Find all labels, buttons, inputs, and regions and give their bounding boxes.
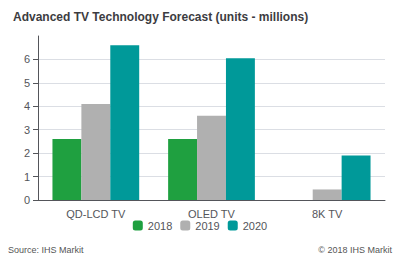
svg-text:6: 6: [24, 53, 30, 65]
svg-text:4: 4: [24, 100, 30, 112]
svg-text:© 2018 IHS Markit: © 2018 IHS Markit: [318, 245, 392, 255]
svg-text:Advanced TV Technology Forecas: Advanced TV Technology Forecast (units -…: [13, 10, 308, 24]
svg-text:8K TV: 8K TV: [312, 208, 343, 220]
svg-text:1: 1: [24, 171, 30, 183]
svg-text:5: 5: [24, 77, 30, 89]
svg-text:2018: 2018: [148, 220, 172, 232]
svg-text:2020: 2020: [243, 220, 267, 232]
svg-text:0: 0: [24, 194, 30, 206]
svg-text:3: 3: [24, 124, 30, 136]
svg-text:OLED TV: OLED TV: [188, 208, 236, 220]
svg-text:2: 2: [24, 147, 30, 159]
svg-text:QD-LCD TV: QD-LCD TV: [66, 208, 126, 220]
svg-text:2019: 2019: [195, 220, 219, 232]
svg-text:Source: IHS Markit: Source: IHS Markit: [8, 245, 84, 255]
